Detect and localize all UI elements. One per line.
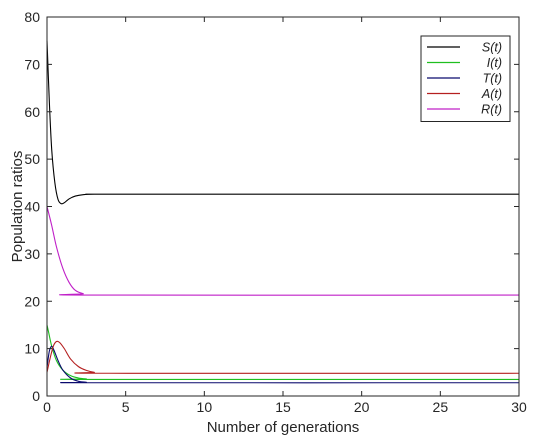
x-tick-label: 20 <box>354 399 370 415</box>
y-axis-label: Population ratios <box>9 151 26 263</box>
y-tick-label: 10 <box>24 341 40 357</box>
x-tick-label: 25 <box>433 399 449 415</box>
y-tick-label: 70 <box>24 56 40 72</box>
legend-label-at: A(t) <box>481 87 502 101</box>
series-line-rt <box>46 206 520 296</box>
series-line-tt <box>46 345 520 384</box>
legend-box <box>420 35 511 122</box>
series-line-at <box>46 340 520 374</box>
y-tick-label: 50 <box>24 151 40 167</box>
x-tick-label: 15 <box>275 399 291 415</box>
y-tick-label: 30 <box>24 246 40 262</box>
series-line-st <box>46 40 519 205</box>
y-tick-label: 60 <box>24 104 40 120</box>
x-tick-label: 30 <box>511 399 527 415</box>
legend-label-it: I(t) <box>487 56 502 70</box>
x-tick-label: 0 <box>43 399 51 415</box>
series-lines <box>46 40 520 384</box>
legend-label-rt: R(t) <box>481 103 502 117</box>
x-tick-label: 5 <box>122 399 130 415</box>
series-line-it <box>46 324 520 381</box>
y-tick-label: 0 <box>32 388 40 404</box>
legend-label-st: S(t) <box>482 41 502 55</box>
y-tick-label: 80 <box>24 9 40 25</box>
legend-label-tt: T(t) <box>483 72 502 86</box>
x-axis-label: Number of generations <box>207 419 360 436</box>
legend: S(t)I(t) T(t)A(t) R(t) <box>420 35 511 122</box>
y-tick-label: 20 <box>24 293 40 309</box>
axis-ticks: 0 5 10 15 20 25 30 0 10 20 30 40 50 60 70 80 <box>24 9 527 415</box>
y-tick-label: 40 <box>24 199 40 215</box>
x-tick-label: 10 <box>197 399 213 415</box>
